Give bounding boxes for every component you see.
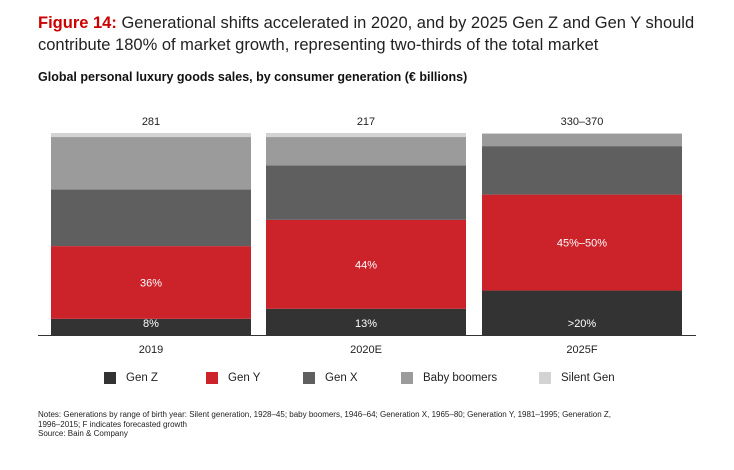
data-label-gen-z-2019: 8% [143, 318, 159, 330]
bar-segment-gen-x-2019 [51, 189, 251, 247]
legend-item-gen-y: Gen Y [206, 370, 260, 386]
legend-label-silent-gen: Silent Gen [561, 372, 615, 384]
notes-line-1: Notes: Generations by range of birth yea… [38, 410, 611, 419]
figure-title: Figure 14: Generational shifts accelerat… [38, 12, 718, 56]
bar-segment-silent-gen-2020e [266, 133, 466, 138]
bar-segment-baby-boomers-2019 [51, 137, 251, 190]
legend-label-gen-z: Gen Z [126, 372, 158, 384]
legend-swatch-silent-gen [539, 372, 551, 384]
bar-segment-gen-y-2020e [266, 219, 466, 309]
bar-segment-baby-boomers-2025f [482, 134, 682, 147]
legend-item-gen-x: Gen X [303, 370, 358, 386]
bar-segment-gen-x-2025f [482, 146, 682, 195]
bar-segment-baby-boomers-2020e [266, 137, 466, 166]
data-label-gen-y-2019: 36% [140, 277, 162, 289]
stacked-bar-chart: 8% 36% 281 2019 13% 44% 217 2020E >20% 45%–50% 330… [38, 116, 696, 356]
bar-segment-gen-z-2020e [266, 308, 466, 335]
category-label-2019: 2019 [139, 344, 163, 356]
data-label-gen-y-2025f: 45%–50% [557, 238, 607, 250]
notes-line-2: 1996–2015; F indicates forecasted growth [38, 419, 187, 429]
legend-label-gen-x: Gen X [325, 372, 358, 384]
chart-legend: Gen Z Gen Y Gen X Baby boomers Silent Gen [90, 370, 690, 388]
total-label-2019: 281 [142, 116, 160, 128]
notes-source: Source: Bain & Company [38, 429, 128, 438]
bar-segment-gen-y-2025f [482, 194, 682, 291]
total-label-2025f: 330–370 [561, 116, 604, 128]
category-label-2020e: 2020E [350, 344, 382, 356]
bar-segment-gen-x-2020e [266, 165, 466, 220]
total-label-2020e: 217 [357, 116, 375, 128]
legend-item-silent-gen: Silent Gen [539, 370, 615, 386]
bar-segment-gen-z-2025f [482, 290, 682, 335]
legend-swatch-gen-x [303, 372, 315, 384]
category-label-2025f: 2025F [566, 344, 597, 356]
legend-item-gen-z: Gen Z [104, 370, 158, 386]
figure-label: Figure 14: [38, 14, 117, 32]
bar-segment-silent-gen-2025f [482, 133, 682, 135]
data-label-gen-y-2020e: 44% [355, 259, 377, 271]
chart-subtitle: Global personal luxury goods sales, by c… [38, 70, 468, 84]
legend-swatch-gen-z [104, 372, 116, 384]
data-label-gen-z-2025f: >20% [568, 318, 597, 330]
legend-label-gen-y: Gen Y [228, 372, 261, 384]
chart-notes: Notes: Generations by range of birth yea… [38, 410, 718, 439]
legend-swatch-baby-boomers [401, 372, 413, 384]
data-label-gen-z-2020e: 13% [355, 318, 377, 330]
legend-label-baby-boomers: Baby boomers [423, 372, 498, 384]
legend-swatch-gen-y [206, 372, 218, 384]
bar-segment-silent-gen-2019 [51, 133, 251, 138]
bar-segment-gen-y-2019 [51, 246, 251, 319]
bar-segment-gen-z-2019 [51, 318, 251, 335]
legend-item-baby-boomers: Baby boomers [401, 370, 497, 386]
figure-title-text: Generational shifts accelerated in 2020,… [38, 14, 695, 54]
